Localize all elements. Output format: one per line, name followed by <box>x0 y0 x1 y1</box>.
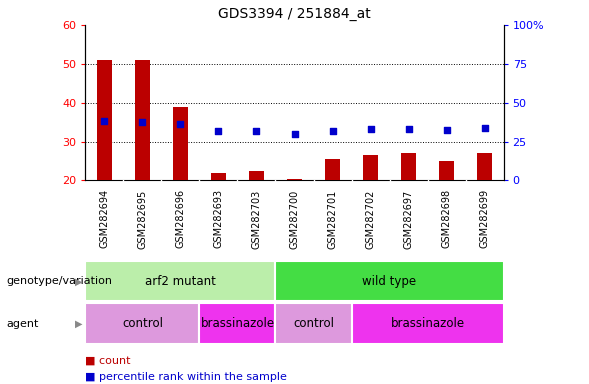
Point <box>442 127 451 133</box>
Point <box>328 128 337 134</box>
Text: agent: agent <box>6 318 38 329</box>
Bar <box>352 303 504 344</box>
Text: control: control <box>293 317 334 330</box>
Point <box>214 128 223 134</box>
Text: genotype/variation: genotype/variation <box>6 276 112 286</box>
Text: GSM282694: GSM282694 <box>100 189 110 248</box>
Bar <box>325 159 340 180</box>
Text: GSM282695: GSM282695 <box>137 189 147 248</box>
Text: GSM282703: GSM282703 <box>252 189 262 248</box>
Text: ▶: ▶ <box>75 318 82 329</box>
Text: ■ count: ■ count <box>85 355 131 365</box>
Point <box>176 121 185 127</box>
Bar <box>477 153 492 180</box>
Bar <box>173 107 188 180</box>
Bar <box>276 261 504 301</box>
Title: GDS3394 / 251884_at: GDS3394 / 251884_at <box>218 7 371 21</box>
Text: GSM282699: GSM282699 <box>479 189 489 248</box>
Text: GSM282696: GSM282696 <box>176 189 186 248</box>
Bar <box>85 303 200 344</box>
Bar <box>276 303 352 344</box>
Text: arf2 mutant: arf2 mutant <box>145 275 216 288</box>
Bar <box>249 171 264 180</box>
Bar <box>287 179 302 180</box>
Text: GSM282698: GSM282698 <box>442 189 452 248</box>
Point <box>404 126 413 132</box>
Text: brassinazole: brassinazole <box>391 317 465 330</box>
Text: ▶: ▶ <box>75 276 82 286</box>
Point <box>366 126 375 132</box>
Bar <box>200 303 276 344</box>
Bar <box>211 173 226 180</box>
Bar <box>85 261 276 301</box>
Text: brassinazole: brassinazole <box>200 317 274 330</box>
Text: GSM282700: GSM282700 <box>290 189 299 248</box>
Bar <box>97 60 112 180</box>
Text: ■ percentile rank within the sample: ■ percentile rank within the sample <box>85 372 287 382</box>
Bar <box>135 60 150 180</box>
Point <box>480 125 489 131</box>
Text: control: control <box>122 317 163 330</box>
Point <box>290 131 299 137</box>
Point <box>252 127 261 134</box>
Bar <box>401 153 416 180</box>
Bar <box>363 155 378 180</box>
Point <box>138 119 147 125</box>
Text: GSM282693: GSM282693 <box>213 189 223 248</box>
Bar <box>439 161 454 180</box>
Text: GSM282701: GSM282701 <box>327 189 337 248</box>
Text: wild type: wild type <box>362 275 416 288</box>
Text: GSM282702: GSM282702 <box>366 189 376 248</box>
Text: GSM282697: GSM282697 <box>403 189 413 248</box>
Point <box>100 118 109 124</box>
